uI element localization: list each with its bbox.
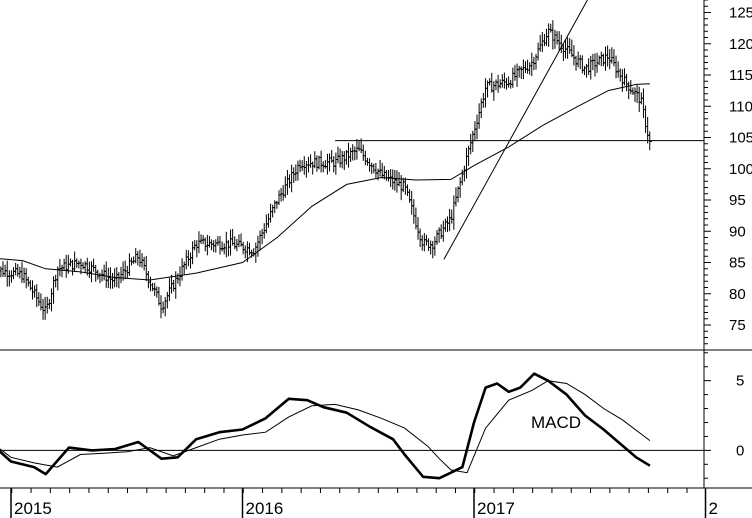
trend-line: [443, 0, 588, 260]
year-label: 2016: [246, 499, 284, 518]
macd-tick-marks: [704, 352, 711, 479]
price-tick-marks: [704, 0, 711, 345]
price-tick-label: 80: [729, 286, 746, 303]
price-axis: 75 80 85 90 95 100 105 110 115 120 125: [703, 0, 752, 350]
price-tick-label: 105: [729, 130, 752, 147]
macd-tick-label: 5: [736, 373, 744, 390]
macd-signal-line: [0, 380, 651, 474]
macd-line: [0, 372, 651, 480]
macd-tick-label: 0: [736, 442, 744, 459]
moving-average-line: [0, 83, 650, 281]
year-label: 2: [709, 499, 718, 518]
time-tick-marks: [10, 488, 707, 518]
price-tick-label: 85: [729, 255, 746, 272]
macd-axis: 5 0: [703, 350, 744, 488]
price-bars: [0, 20, 652, 320]
price-tick-labels: 75 80 85 90 95 100 105 110 115 120 125: [729, 5, 752, 335]
price-tick-label: 120: [729, 36, 752, 53]
year-label: 2017: [477, 499, 515, 518]
price-tick-label: 115: [729, 67, 752, 84]
price-tick-label: 125: [729, 5, 752, 22]
time-axis: 2015 2016 2017 2: [0, 487, 752, 518]
macd-annotation: MACD: [531, 413, 581, 432]
price-tick-label: 75: [729, 317, 746, 334]
year-label: 2015: [14, 499, 52, 518]
price-tick-label: 100: [729, 161, 752, 178]
macd-panel: MACD 5 0: [0, 350, 744, 488]
price-panel: 75 80 85 90 95 100 105 110 115 120 125: [0, 0, 752, 350]
price-tick-label: 90: [729, 223, 746, 240]
price-tick-label: 95: [729, 192, 746, 209]
price-tick-label: 110: [729, 98, 752, 115]
